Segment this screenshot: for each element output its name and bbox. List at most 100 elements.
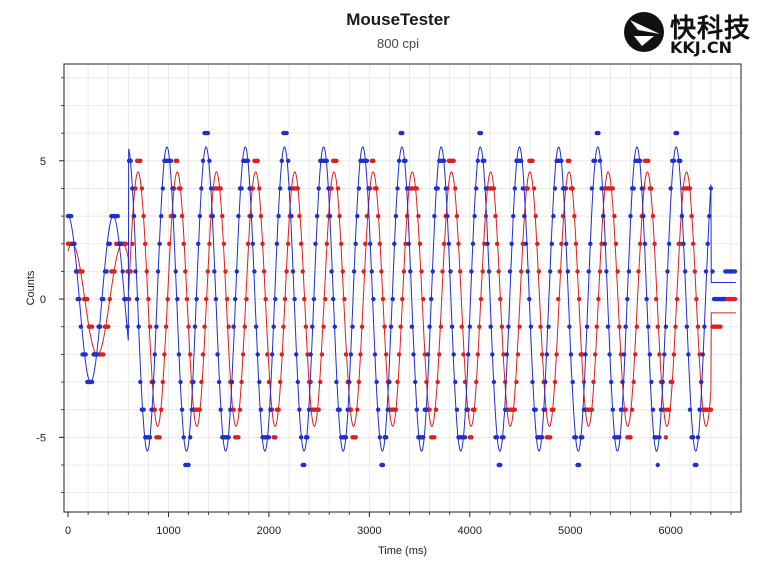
series-0-point — [138, 158, 143, 163]
series-1-point — [699, 379, 704, 385]
series-1-point — [175, 296, 180, 302]
series-0-point — [613, 241, 619, 246]
series-0-point — [175, 158, 180, 163]
series-1-point — [596, 130, 601, 136]
series-0-point — [123, 241, 129, 246]
series-1-point — [73, 269, 79, 274]
series-1-point — [565, 269, 570, 274]
x-tick-label: 2000 — [257, 525, 281, 537]
series-1-point — [663, 324, 669, 329]
x-tick-label: 1000 — [156, 525, 180, 537]
series-1-point — [498, 462, 503, 468]
series-1-point — [355, 213, 360, 219]
series-layer — [65, 130, 738, 468]
series-1-point — [329, 269, 334, 274]
series-0-point — [220, 213, 225, 219]
series-0-point — [200, 352, 206, 357]
series-1-point — [387, 379, 392, 385]
series-0-point — [321, 324, 326, 329]
series-0-point — [273, 435, 278, 440]
series-1-point — [668, 186, 673, 191]
series-1-point — [350, 324, 355, 329]
x-tick-label: 5000 — [558, 525, 582, 537]
series-0-point — [297, 213, 302, 219]
series-1-point — [647, 352, 652, 357]
series-0-point — [265, 352, 270, 357]
series-0-point — [559, 241, 564, 246]
series-1-point — [385, 407, 390, 412]
series-1-point — [472, 213, 477, 219]
series-0-point — [106, 324, 111, 329]
series-1-point — [138, 379, 143, 385]
series-1-point — [118, 241, 124, 246]
series-1-point — [215, 352, 220, 357]
series-0-point — [631, 379, 636, 385]
series-0-point — [469, 435, 474, 440]
x-tick-label: 4000 — [458, 525, 482, 537]
series-1-point — [576, 462, 582, 468]
series-1-point — [69, 213, 74, 219]
series-1-point — [454, 407, 460, 412]
series-1-point — [478, 130, 484, 136]
series-0-point — [318, 379, 323, 385]
series-0-point — [371, 158, 376, 163]
series-1-point — [411, 352, 416, 357]
series-1-point — [191, 379, 196, 385]
series-0-point — [199, 379, 204, 385]
series-0-point — [494, 241, 500, 246]
y-tick-label: 0 — [40, 294, 46, 306]
x-tick-label: 3000 — [357, 525, 381, 537]
series-1-point — [273, 296, 278, 302]
plot-frame — [63, 63, 742, 513]
series-1-point — [549, 241, 554, 246]
series-0-point — [646, 158, 651, 163]
y-axis-label: Counts — [25, 270, 37, 305]
series-1-point — [252, 269, 257, 274]
series-1-point — [551, 213, 556, 219]
series-0-point — [300, 269, 305, 274]
series-1-point — [186, 462, 191, 468]
series-1-point — [654, 435, 659, 440]
chart-title: MouseTester — [346, 10, 450, 29]
series-0-point — [147, 324, 153, 329]
series-1-point — [160, 186, 165, 191]
series-1-point — [570, 379, 575, 385]
series-1-point — [170, 186, 175, 191]
series-1-point — [703, 269, 709, 274]
series-0-point — [343, 352, 349, 357]
series-0-point — [384, 352, 389, 357]
series-0-point — [654, 296, 659, 302]
series-0-point — [266, 379, 272, 385]
series-0-point — [633, 352, 638, 357]
series-1-point — [546, 324, 551, 329]
series-1-point — [474, 186, 479, 191]
series-0-point — [567, 158, 572, 163]
series-1-point — [302, 462, 307, 468]
series-1-point — [380, 462, 386, 468]
series-1-point — [159, 213, 164, 219]
x-axis-label: Time (ms) — [378, 545, 427, 557]
series-0-point — [732, 296, 738, 302]
series-0-point — [628, 435, 633, 440]
series-0-point — [101, 352, 106, 357]
series-1-point — [104, 269, 109, 274]
series-0-point — [417, 241, 423, 246]
series-0-point — [655, 324, 660, 329]
series-0-point — [419, 269, 424, 274]
watermark-domain: KKJ.CN — [670, 38, 732, 57]
series-1-line — [67, 146, 736, 452]
series-0-point — [451, 158, 456, 163]
watermark-brand: 快科技 — [670, 14, 752, 44]
series-0-point — [139, 186, 145, 191]
series-0-point — [514, 379, 519, 385]
series-0-point — [85, 296, 90, 302]
series-0-point — [517, 324, 522, 329]
series-0-point — [649, 186, 654, 191]
series-0-point — [335, 186, 341, 191]
series-0-point — [363, 241, 368, 246]
logo-emblem-icon — [624, 12, 664, 52]
series-0-point — [255, 158, 260, 163]
series-1-point — [605, 324, 611, 329]
series-0-point — [461, 352, 466, 357]
